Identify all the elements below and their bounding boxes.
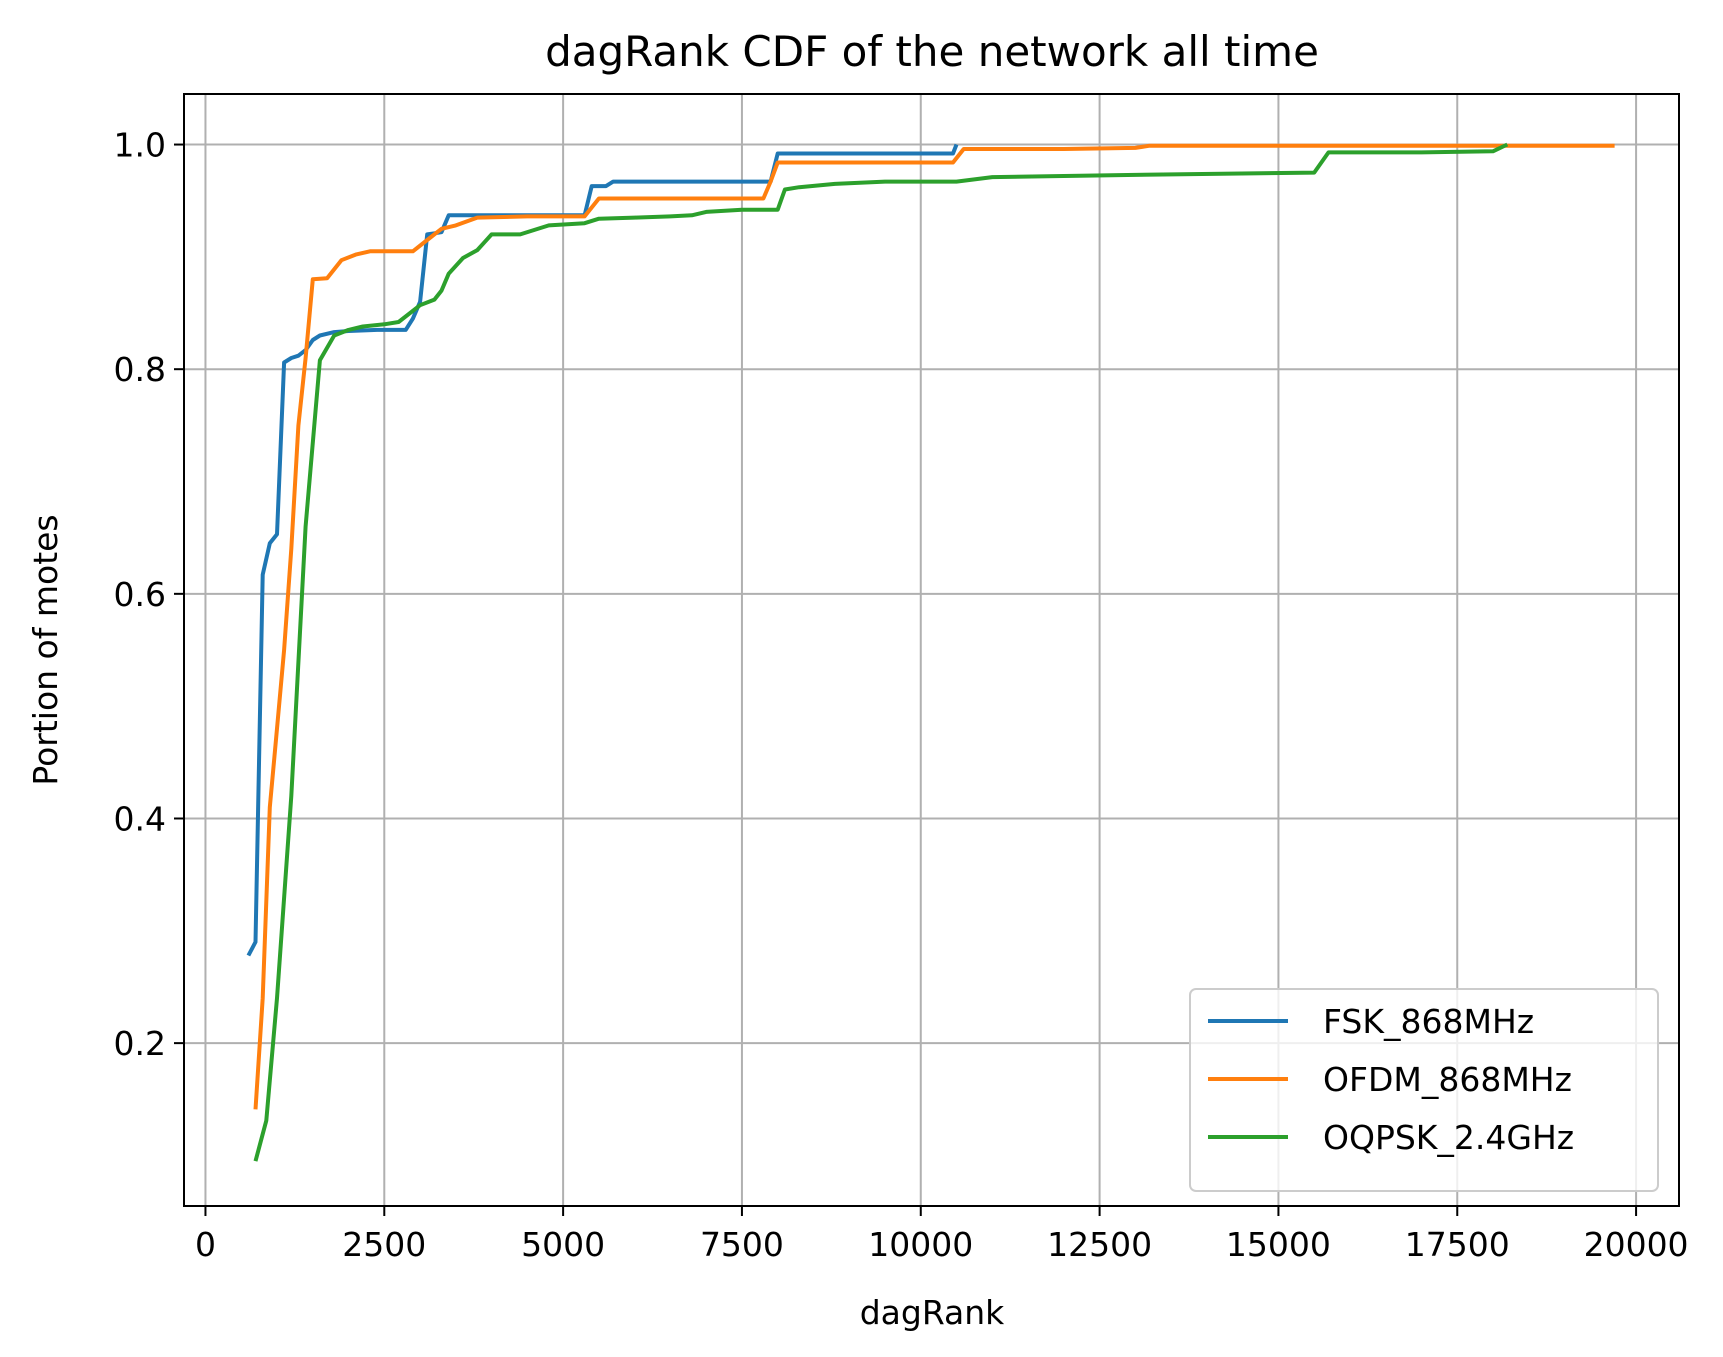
y-tick-label: 1.0 [114,126,166,165]
series-line-oqpsk-2-4ghz [253,142,1509,1162]
y-tick-label: 0.4 [114,799,166,838]
series-line-ofdm-868mhz [253,143,1615,1110]
y-tick-label: 0.8 [114,350,166,389]
x-tick-label: 15000 [1226,1225,1331,1264]
x-axis-label: dagRank [860,1293,1005,1332]
series-lines [246,142,1615,1162]
x-tick-label: 17500 [1405,1225,1510,1264]
x-tick-label: 12500 [1047,1225,1152,1264]
legend: FSK_868MHz OFDM_868MHz OQPSK_2.4GHz [1189,988,1659,1192]
y-tick-label: 0.6 [114,575,166,614]
legend-label: OFDM_868MHz [1323,1060,1572,1099]
chart-title: dagRank CDF of the network all time [545,27,1319,76]
y-axis-ticks: 0.2 0.4 0.6 0.8 1.0 [114,126,184,1063]
legend-box [1189,988,1659,1192]
x-tick-label: 10000 [868,1225,973,1264]
y-axis-label: Portion of motes [26,514,65,785]
legend-label: FSK_868MHz [1323,1002,1534,1041]
plot-frame [183,93,1680,1207]
x-tick-label: 5000 [521,1225,605,1264]
x-tick-label: 7500 [700,1225,784,1264]
legend-label: OQPSK_2.4GHz [1323,1118,1574,1157]
x-tick-label: 20000 [1584,1225,1689,1264]
y-tick-label: 0.2 [114,1024,166,1063]
x-axis-ticks: 0 2500 5000 7500 10000 12500 15000 17500 20000 [195,1206,1689,1264]
x-tick-label: 0 [195,1225,216,1264]
x-tick-label: 2500 [342,1225,426,1264]
